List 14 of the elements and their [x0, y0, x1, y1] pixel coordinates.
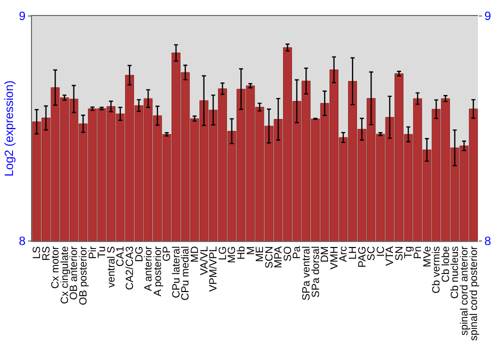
x-tick-label: OB anterior	[68, 246, 80, 300]
x-tick-label: spinal cord posterior	[468, 246, 480, 341]
x-tick-label: DG	[133, 246, 146, 262]
x-tick-label: PAG	[356, 246, 368, 268]
x-tick-label: CPu medial	[180, 246, 192, 300]
y2-tick-label: 8	[484, 234, 492, 248]
y-axis-title: Log2 (expression)	[2, 80, 16, 177]
x-tick-label: Hb	[235, 246, 248, 260]
x-tick-label: SPa dorsal	[310, 246, 322, 298]
y2-tick-label: 9	[484, 9, 492, 24]
x-tick-label: Cb lobe	[440, 246, 452, 282]
x-tick-label: Cx cingulate	[58, 246, 71, 304]
x-tick-label: Tg	[402, 246, 415, 258]
x-tick-label: M	[244, 246, 257, 255]
